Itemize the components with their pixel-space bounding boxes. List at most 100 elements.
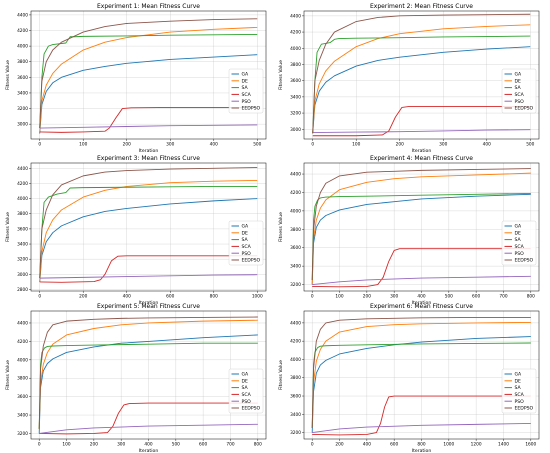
series-line-de: [39, 179, 258, 282]
x-tick-label: 600: [390, 442, 398, 448]
y-tick-label: 4200: [290, 30, 301, 36]
legend-label-sca: SCA: [242, 244, 252, 250]
chart-panel-2: 0 100 200 300 400 500 3000 3200 3400 3600 3800 4000…: [278, 3, 540, 154]
x-tick-label: 200: [123, 142, 131, 148]
y-tick-label: 3400: [17, 242, 28, 248]
legend-box: [501, 368, 537, 414]
legend-label-de: DE: [515, 78, 522, 84]
y-tick-label: 3800: [17, 376, 28, 382]
x-tick-label: 200: [79, 294, 87, 300]
legend-box: [501, 220, 537, 266]
y-tick-label: 3200: [290, 111, 301, 117]
series-line-de: [311, 172, 531, 285]
y-tick-label: 4400: [17, 320, 28, 326]
y-tick-label: 4400: [290, 172, 301, 178]
y-tick-label: 3800: [290, 62, 301, 68]
legend-label-eedpso: EEDPSO: [515, 406, 534, 412]
legend-label-pso: PSO: [515, 399, 525, 405]
chart-panel-6: 0 200 400 600 800 1000 1200 1400 1600 3200 3400 360…: [278, 303, 540, 453]
x-tick-label: 500: [172, 442, 180, 448]
x-tick-label: 400: [144, 442, 152, 448]
series-line-de: [38, 319, 258, 429]
series-line-sa: [311, 192, 531, 280]
x-axis-label: Iteration: [412, 300, 432, 306]
x-tick-label: 600: [199, 442, 207, 448]
series-line-sca: [39, 402, 258, 435]
x-tick-label: 0: [38, 142, 41, 148]
y-tick-label: 3400: [17, 413, 28, 419]
series-line-eedpso: [311, 168, 531, 280]
x-tick-label: 1400: [498, 442, 509, 448]
x-tick-label: 1000: [443, 442, 454, 448]
legend-label-sa: SA: [242, 385, 249, 391]
x-axis-label: Iteration: [139, 148, 159, 154]
legend-box: [228, 68, 264, 114]
x-tick-label: 800: [210, 294, 218, 300]
series-line-pso: [312, 423, 531, 434]
x-tick-label: 800: [417, 442, 425, 448]
chart-title: Experiment 1: Mean Fitness Curve: [97, 3, 200, 10]
y-tick-label: 4200: [17, 181, 28, 187]
legend-label-de: DE: [242, 378, 249, 384]
x-tick-label: 300: [439, 142, 447, 148]
y-tick-label: 4200: [17, 28, 28, 34]
legend-box: [228, 220, 264, 266]
x-tick-label: 1600: [525, 442, 536, 448]
series-line-pso: [312, 275, 531, 285]
x-tick-label: 600: [472, 294, 480, 300]
series-line-pso: [39, 423, 258, 434]
y-tick-label: 3000: [290, 127, 301, 133]
x-axis-label: Iteration: [412, 148, 432, 154]
chart-panel-4: 0 100 200 300 400 500 600 700 800 3200 3400 3600 380…: [278, 155, 540, 306]
legend-label-ga: GA: [242, 224, 250, 230]
x-tick-label: 400: [417, 294, 425, 300]
series-line-de: [312, 24, 531, 134]
series-line-sca: [312, 395, 531, 436]
y-tick-label: 3600: [17, 394, 28, 400]
axes-frame: [30, 162, 267, 292]
legend-label-sca: SCA: [515, 92, 525, 98]
series-line-sa: [312, 35, 531, 134]
y-tick-label: 3000: [17, 122, 28, 128]
legend-label-pso: PSO: [515, 251, 525, 257]
series-line-ga: [38, 334, 258, 434]
y-tick-label: 4000: [17, 44, 28, 50]
legend-label-sca: SCA: [242, 392, 252, 398]
series-line-ga: [39, 54, 258, 134]
x-tick-label: 200: [363, 294, 371, 300]
x-tick-label: 100: [62, 442, 70, 448]
y-tick-label: 4200: [290, 339, 301, 345]
legend-label-de: DE: [515, 378, 522, 384]
x-axis-label: Iteration: [139, 300, 159, 306]
series-line-eedpso: [39, 167, 258, 279]
legend-label-sca: SCA: [515, 244, 525, 250]
y-tick-label: 3200: [17, 431, 28, 437]
x-tick-label: 400: [123, 294, 131, 300]
x-tick-label: 0: [311, 442, 314, 448]
x-tick-label: 600: [166, 294, 174, 300]
legend-label-eedpso: EEDPSO: [515, 106, 534, 112]
y-axis-label: Fitness Value: [278, 212, 284, 242]
series-line-sa: [38, 342, 258, 429]
x-tick-label: 500: [445, 294, 453, 300]
legend-label-ga: GA: [515, 372, 523, 378]
y-tick-label: 3600: [290, 394, 301, 400]
legend-label-de: DE: [242, 78, 249, 84]
series-line-sca: [312, 106, 531, 137]
legend-label-pso: PSO: [242, 99, 252, 105]
y-tick-label: 4000: [17, 196, 28, 202]
x-tick-label: 200: [396, 142, 404, 148]
x-tick-label: 0: [311, 294, 314, 300]
x-tick-label: 100: [335, 294, 343, 300]
x-tick-label: 800: [527, 294, 535, 300]
legend-label-eedpso: EEDPSO: [242, 258, 261, 264]
series-line-sca: [312, 248, 531, 288]
series-line-pso: [312, 129, 531, 133]
y-tick-label: 4200: [290, 190, 301, 196]
x-tick-label: 0: [311, 142, 314, 148]
series-line-eedpso: [39, 18, 258, 129]
legend-label-ga: GA: [242, 372, 250, 378]
